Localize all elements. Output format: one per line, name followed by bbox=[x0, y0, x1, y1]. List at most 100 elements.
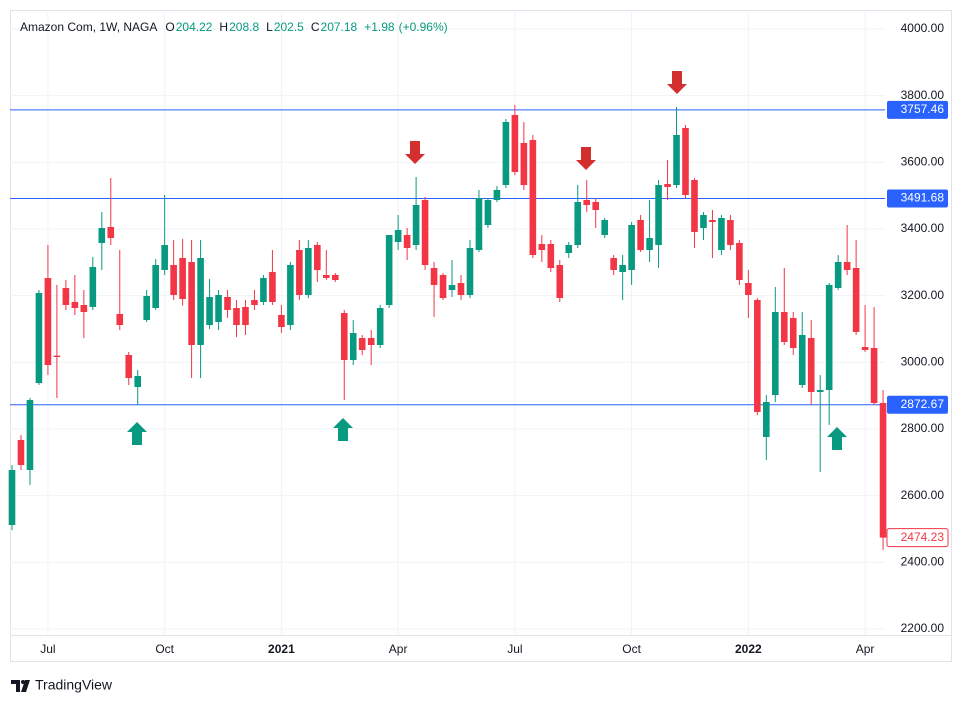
legend-text: +1.98 bbox=[364, 20, 395, 34]
candle-body bbox=[825, 285, 833, 390]
y-tick-label: 3800.00 bbox=[901, 88, 945, 102]
candle-body bbox=[457, 283, 465, 295]
candle-body bbox=[834, 262, 842, 288]
logo-dot bbox=[21, 680, 25, 684]
candle-body bbox=[242, 307, 249, 325]
up-arrow bbox=[827, 427, 847, 450]
y-tick-label: 2600.00 bbox=[901, 488, 945, 502]
candle-body bbox=[170, 265, 177, 295]
y-tick-label: 3400.00 bbox=[901, 221, 945, 235]
candle-body bbox=[331, 275, 339, 280]
candle-body bbox=[62, 288, 70, 305]
candle-body bbox=[161, 245, 168, 270]
candle-body bbox=[520, 143, 528, 185]
candle-body bbox=[565, 245, 573, 253]
candle-body bbox=[646, 238, 653, 250]
x-tick-label: Oct bbox=[155, 642, 174, 656]
candle-body bbox=[780, 312, 788, 342]
y-tick-label: 3600.00 bbox=[901, 155, 945, 169]
candle-body bbox=[592, 202, 599, 210]
chart-title: Amazon Com, 1W, NAGA bbox=[20, 20, 157, 34]
candle-body bbox=[287, 265, 294, 325]
candle-body bbox=[17, 440, 25, 465]
price-label-box bbox=[887, 100, 948, 119]
candle-body bbox=[197, 258, 204, 345]
price-label: 3757.46 bbox=[901, 102, 945, 116]
candle-body bbox=[305, 248, 312, 295]
candle-body bbox=[98, 228, 106, 243]
last-price-label: 2474.23 bbox=[901, 530, 945, 544]
y-tick-label: 3000.00 bbox=[901, 355, 945, 369]
candle-body bbox=[493, 190, 501, 200]
candle-body bbox=[583, 200, 591, 205]
candle-body bbox=[296, 250, 303, 295]
candle-body bbox=[224, 297, 231, 310]
grid bbox=[10, 10, 885, 635]
candle-body bbox=[673, 135, 680, 185]
candle-body bbox=[269, 272, 276, 302]
candle-body bbox=[736, 243, 743, 280]
candle-body bbox=[80, 305, 88, 312]
y-tick-label: 4000.00 bbox=[901, 21, 945, 35]
candle-body bbox=[538, 244, 546, 250]
candle-body bbox=[789, 318, 797, 348]
candle-body bbox=[763, 402, 770, 437]
down-arrow bbox=[405, 141, 425, 164]
candle-body bbox=[655, 185, 662, 245]
candle-body bbox=[664, 184, 671, 187]
candle-body bbox=[798, 335, 806, 385]
up-arrow bbox=[127, 422, 147, 445]
y-tick-label: 2800.00 bbox=[901, 421, 945, 435]
candle-body bbox=[44, 278, 52, 365]
y-tick-label: 2200.00 bbox=[901, 621, 945, 635]
candle-body bbox=[870, 348, 878, 403]
candle-body bbox=[700, 215, 707, 228]
candle-body bbox=[412, 205, 420, 245]
candle-body bbox=[179, 258, 186, 299]
candle-body bbox=[718, 218, 725, 250]
candle-body bbox=[35, 293, 43, 383]
candle-body bbox=[745, 283, 752, 295]
candle-body bbox=[314, 245, 321, 270]
arrows bbox=[127, 71, 847, 450]
candle-body bbox=[484, 200, 492, 225]
candle-body bbox=[816, 390, 824, 392]
x-tick-label: Apr bbox=[856, 642, 875, 656]
legend-text: C bbox=[311, 20, 320, 34]
axis: 2200.00 2400.00 2600.00 2800.00 3000.00 3200.… bbox=[40, 21, 949, 656]
candle-body bbox=[215, 295, 222, 322]
candle-body bbox=[637, 220, 644, 250]
candle-body bbox=[682, 128, 689, 195]
candle-body bbox=[385, 235, 393, 305]
candle-body bbox=[323, 275, 330, 278]
x-tick-label: Jul bbox=[40, 642, 55, 656]
x-tick-label: Oct bbox=[622, 642, 641, 656]
candle-body bbox=[430, 268, 438, 285]
down-arrow bbox=[667, 71, 687, 94]
candle-body bbox=[709, 220, 716, 222]
candle-body bbox=[206, 297, 213, 325]
candle-body bbox=[772, 312, 779, 395]
candle-body bbox=[188, 262, 195, 345]
candle-body bbox=[852, 268, 860, 332]
candle-body bbox=[403, 235, 411, 248]
candle-body bbox=[502, 122, 510, 185]
x-tick-label: Jul bbox=[507, 642, 522, 656]
candle-body bbox=[125, 355, 133, 378]
up-arrow bbox=[333, 418, 353, 441]
legend-text: H bbox=[219, 20, 228, 34]
candle-body bbox=[619, 265, 626, 272]
brand-logo: TradingView bbox=[11, 677, 113, 693]
x-tick-label: Apr bbox=[389, 642, 408, 656]
x-tick-label: 2022 bbox=[735, 642, 762, 656]
candle-body bbox=[448, 285, 456, 290]
candle-body bbox=[691, 180, 698, 232]
price-label: 3491.68 bbox=[901, 191, 945, 205]
candle-body bbox=[71, 302, 79, 308]
price-label: 2872.67 bbox=[901, 397, 945, 411]
candle-body bbox=[556, 265, 564, 298]
x-tick-label: 2021 bbox=[268, 642, 295, 656]
candle-body bbox=[260, 278, 267, 302]
candle-body bbox=[628, 225, 635, 270]
